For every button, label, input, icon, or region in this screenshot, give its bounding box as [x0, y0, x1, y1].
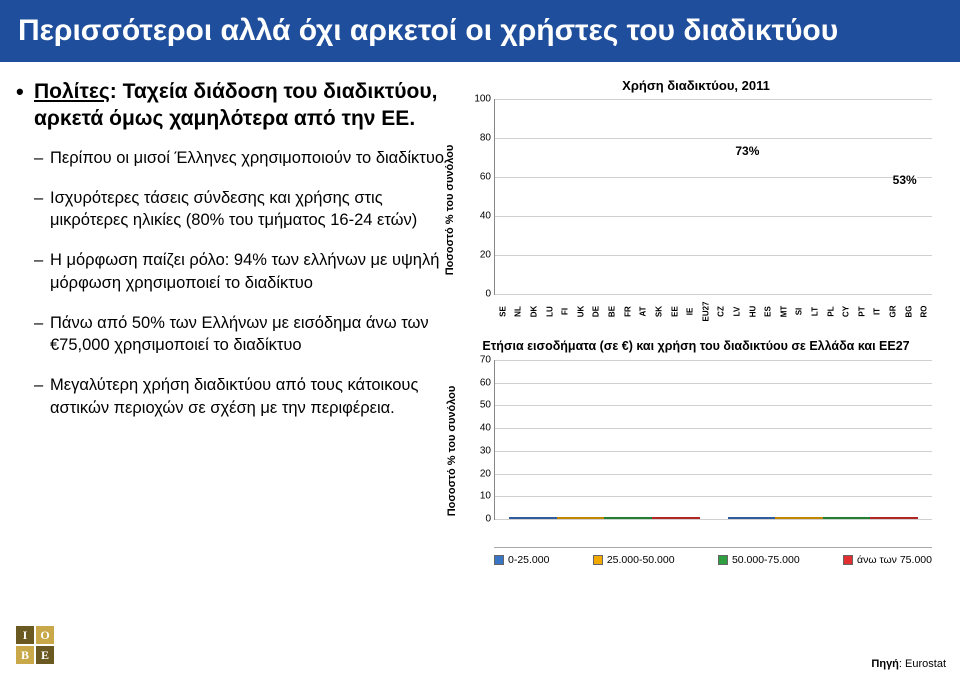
- internet-usage-chart: Ποσοστό % του συνόλου 020406080100SENLDK…: [456, 95, 936, 325]
- main-bullet-prefix: Πολίτες: [34, 80, 110, 103]
- source-value: Eurostat: [905, 658, 946, 670]
- charts-column: Χρήση διαδικτύου, 2011 Ποσοστό % του συν…: [456, 78, 936, 566]
- sub-bullet: Μεγαλύτερη χρήση διαδικτύου από τους κάτ…: [16, 374, 446, 419]
- income-usage-chart: Ποσοστό % του συνόλου 010203040506070200…: [456, 356, 936, 566]
- text-column: Πολίτες: Ταχεία διάδοση του διαδικτύου, …: [16, 78, 456, 566]
- sub-bullet: Ισχυρότερες τάσεις σύνδεσης και χρήσης σ…: [16, 187, 446, 232]
- sub-bullet: Πάνω από 50% των Ελλήνων με εισόδημα άνω…: [16, 312, 446, 357]
- iobe-logo: IOBE: [16, 626, 56, 666]
- chart2-ylabel: Ποσοστό % του συνόλου: [446, 385, 458, 516]
- source-prefix: Πηγή: [871, 658, 899, 670]
- chart2-title: Ετήσια εισοδήματα (σε €) και χρήση του δ…: [456, 339, 936, 354]
- chart2-plot: 01020304050607020092010: [494, 360, 932, 520]
- main-bullet: Πολίτες: Ταχεία διάδοση του διαδικτύου, …: [16, 78, 446, 133]
- chart2-legend: 0-25.00025.000-50.00050.000-75.000άνω τω…: [494, 547, 932, 566]
- chart1-title: Χρήση διαδικτύου, 2011: [456, 78, 936, 93]
- sub-bullet: Περίπου οι μισοί Έλληνες χρησιμοποιούν τ…: [16, 147, 446, 169]
- chart1-plot: 020406080100SENLDKLUFIUKDEBEFRATSKEEIEEU…: [494, 99, 932, 295]
- sub-bullet: Η μόρφωση παίζει ρόλο: 94% των ελλήνων μ…: [16, 249, 446, 294]
- chart1-ylabel: Ποσοστό % του συνόλου: [444, 145, 456, 276]
- source-label: Πηγή: Eurostat: [871, 658, 946, 670]
- slide-title: Περισσότεροι αλλά όχι αρκετοί οι χρήστες…: [0, 0, 960, 62]
- content-area: Πολίτες: Ταχεία διάδοση του διαδικτύου, …: [0, 62, 960, 566]
